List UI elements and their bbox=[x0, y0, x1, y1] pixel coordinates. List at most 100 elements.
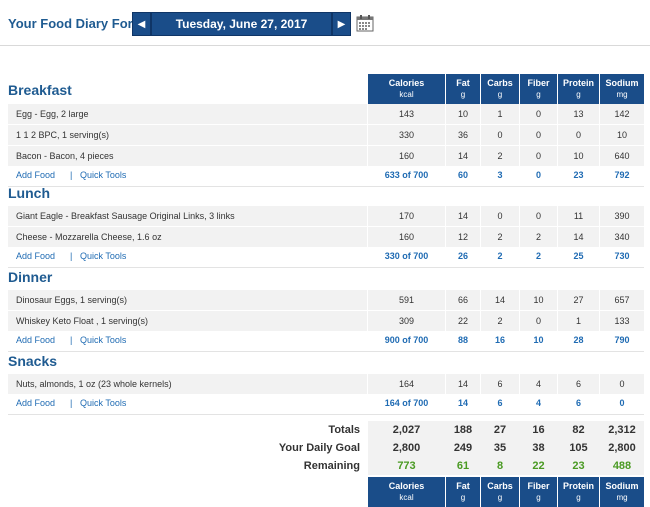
food-value-sodium: 340 bbox=[614, 232, 630, 242]
meal-total-calories: 330 of 700 bbox=[384, 251, 429, 261]
food-row[interactable]: Whiskey Keto Float , 1 serving(s) 309 22 2 0… bbox=[8, 311, 644, 331]
food-value-calories: 160 bbox=[398, 151, 415, 161]
column-header-sodium: Sodium mg bbox=[600, 74, 644, 104]
cell-separator bbox=[557, 227, 558, 247]
summary-row-goal bbox=[368, 439, 644, 457]
cell-separator bbox=[599, 311, 600, 331]
meal-total-protein: 28 bbox=[573, 335, 584, 345]
food-value-sodium: 390 bbox=[614, 211, 630, 221]
meal-total-calories: 164 of 700 bbox=[384, 398, 429, 408]
cell-separator bbox=[557, 311, 558, 331]
food-name: Cheese - Mozzarella Cheese, 1.6 oz bbox=[16, 232, 162, 242]
food-value-protein: 10 bbox=[573, 151, 584, 161]
food-name: Egg - Egg, 2 large bbox=[16, 109, 89, 119]
add-food-link[interactable]: Add Food bbox=[16, 335, 56, 345]
food-value-carbs: 0 bbox=[497, 211, 503, 221]
food-value-fat: 10 bbox=[457, 109, 468, 119]
food-value-carbs: 6 bbox=[497, 379, 503, 389]
cell-separator bbox=[480, 146, 481, 166]
food-row[interactable]: Nuts, almonds, 1 oz (23 whole kernels) 16… bbox=[8, 374, 644, 394]
food-value-protein: 0 bbox=[575, 130, 581, 140]
column-header-fat: Fat g bbox=[446, 74, 480, 104]
meal-total-sodium: 792 bbox=[614, 170, 630, 180]
food-value-calories: 309 bbox=[398, 316, 415, 326]
quick-tools-link[interactable]: Quick Tools bbox=[80, 335, 127, 345]
summary-goal-fiber: 38 bbox=[532, 442, 545, 454]
food-value-protein: 1 bbox=[575, 316, 581, 326]
summary-label-totals: Totals bbox=[328, 424, 360, 436]
quick-tools-link[interactable]: Quick Tools bbox=[80, 251, 127, 261]
cell-separator bbox=[445, 146, 446, 166]
cell-separator bbox=[519, 206, 520, 226]
summary-remaining-fiber: 22 bbox=[532, 460, 545, 472]
food-value-carbs: 1 bbox=[497, 109, 503, 119]
add-food-link[interactable]: Add Food bbox=[16, 251, 56, 261]
add-food-link[interactable]: Add Food bbox=[16, 170, 56, 180]
food-value-fiber: 0 bbox=[535, 316, 541, 326]
cell-separator bbox=[599, 146, 600, 166]
summary-remaining-calories: 773 bbox=[397, 460, 416, 472]
column-header-sodium: Sodium mg bbox=[600, 477, 644, 507]
food-value-calories: 143 bbox=[398, 109, 415, 119]
summary-remaining-sodium: 488 bbox=[612, 460, 632, 472]
food-row[interactable]: Cheese - Mozzarella Cheese, 1.6 oz 160 12 2… bbox=[8, 227, 644, 247]
food-value-fiber: 0 bbox=[535, 109, 541, 119]
column-header-unit: kcal bbox=[399, 90, 414, 99]
meal-total-calories: 900 of 700 bbox=[384, 335, 429, 345]
food-row[interactable]: Egg - Egg, 2 large 143 10 1 0 13 142 bbox=[8, 104, 644, 124]
cell-separator bbox=[445, 311, 446, 331]
cell-separator bbox=[367, 104, 368, 124]
food-name: Dinosaur Eggs, 1 serving(s) bbox=[16, 295, 128, 305]
calendar-icon[interactable] bbox=[356, 14, 374, 32]
summary-goal-fat: 249 bbox=[453, 442, 473, 454]
column-header-carbs: Carbs g bbox=[481, 74, 519, 104]
column-header-protein: Protein g bbox=[558, 477, 599, 507]
previous-day-button[interactable]: ◀ bbox=[132, 12, 151, 36]
column-header-label: Fat bbox=[456, 78, 470, 88]
food-value-fat: 22 bbox=[457, 316, 468, 326]
cell-separator bbox=[557, 125, 558, 145]
next-day-button[interactable]: ▶ bbox=[332, 12, 351, 36]
food-value-calories: 164 bbox=[398, 379, 415, 389]
summary-goal-sodium: 2,800 bbox=[608, 442, 636, 454]
cell-separator bbox=[557, 374, 558, 394]
food-value-protein: 6 bbox=[575, 379, 581, 389]
cell-separator bbox=[480, 311, 481, 331]
quick-tools-link[interactable]: Quick Tools bbox=[80, 170, 127, 180]
food-value-fat: 12 bbox=[457, 232, 468, 242]
column-header-label: Calories bbox=[388, 78, 425, 88]
cell-separator bbox=[367, 206, 368, 226]
link-separator: | bbox=[70, 251, 73, 261]
food-value-fiber: 10 bbox=[533, 295, 544, 305]
diary-header: Your Food Diary For: ◀ Tuesday, June 27,… bbox=[8, 12, 628, 36]
meal-total-protein: 23 bbox=[573, 170, 584, 180]
column-header-unit: g bbox=[497, 493, 503, 502]
meal-totals-row: Add Food | Quick Tools 900 of 700 88 16 10 28 79… bbox=[8, 332, 644, 350]
meal-total-calories: 633 of 700 bbox=[384, 170, 429, 180]
add-food-link[interactable]: Add Food bbox=[16, 398, 56, 408]
column-header-fiber: Fiber g bbox=[520, 477, 557, 507]
food-row[interactable]: Giant Eagle - Breakfast Sausage Original… bbox=[8, 206, 644, 226]
column-header-label: Sodium bbox=[605, 481, 639, 491]
food-row[interactable]: Bacon - Bacon, 4 pieces 160 14 2 0 10 640 bbox=[8, 146, 644, 166]
summary-goal-protein: 105 bbox=[569, 442, 588, 454]
cell-separator bbox=[599, 104, 600, 124]
food-value-protein: 11 bbox=[573, 211, 584, 221]
column-header-unit: g bbox=[497, 90, 503, 99]
food-row[interactable]: 1 1 2 BPC, 1 serving(s) 330 36 0 0 0 10 bbox=[8, 125, 644, 145]
quick-tools-link[interactable]: Quick Tools bbox=[80, 398, 127, 408]
cell-separator bbox=[519, 311, 520, 331]
food-row[interactable]: Dinosaur Eggs, 1 serving(s) 591 66 14 10 27 65… bbox=[8, 290, 644, 310]
food-value-calories: 160 bbox=[398, 232, 415, 242]
cell-separator bbox=[367, 374, 368, 394]
food-name: Whiskey Keto Float , 1 serving(s) bbox=[16, 316, 149, 326]
meal-title-breakfast: Breakfast bbox=[8, 82, 72, 98]
cell-separator bbox=[519, 374, 520, 394]
cell-separator bbox=[480, 227, 481, 247]
column-header-unit: g bbox=[460, 493, 466, 502]
summary-totals-calories: 2,027 bbox=[392, 424, 421, 436]
meal-total-fat: 14 bbox=[457, 398, 468, 408]
cell-separator bbox=[480, 374, 481, 394]
food-name: 1 1 2 BPC, 1 serving(s) bbox=[16, 130, 110, 140]
column-header-unit: kcal bbox=[399, 493, 414, 502]
